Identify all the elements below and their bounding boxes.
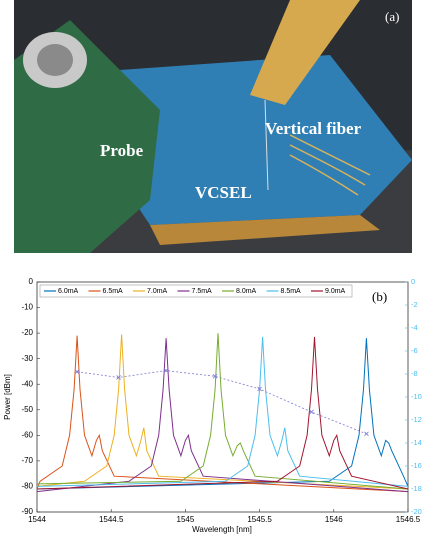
chart-label: (b) (372, 289, 387, 304)
y-tick-label: -80 (21, 482, 33, 491)
probe-connector-inner (37, 44, 73, 76)
annotation: VCSEL (195, 183, 252, 202)
point-marker (364, 431, 369, 437)
y2-tick-label: -16 (411, 461, 422, 470)
legend-label: 6.0mA (58, 288, 79, 295)
x-tick-label: 1545 (177, 515, 195, 524)
traces (289, 134, 371, 196)
x-tick-label: 1544.5 (99, 515, 124, 524)
y2-tick-label: -10 (411, 392, 422, 401)
y-tick-label: -40 (21, 379, 33, 388)
legend-label: 8.0mA (236, 288, 257, 295)
fiber (264, 99, 269, 191)
y-tick-label: -70 (21, 456, 33, 465)
chip-edge (150, 215, 380, 245)
y-axis-label: Power [dBm] (3, 374, 12, 420)
fiber-holder (250, 0, 360, 105)
x-tick-label: 1546.5 (396, 515, 421, 524)
legend-label: 7.5mA (192, 288, 213, 295)
series-line (36, 336, 409, 490)
y-tick-label: -20 (21, 328, 33, 337)
point-marker (116, 375, 121, 380)
point-marker (257, 386, 262, 392)
y2-tick-label: -2 (411, 300, 418, 309)
y2-tick-label: 0 (411, 277, 415, 286)
y2-tick-label: -8 (411, 369, 418, 378)
y-tick-label: 0 (29, 277, 34, 286)
chip (100, 55, 412, 225)
series-line (36, 336, 409, 487)
legend-label: 6.5mA (103, 288, 124, 295)
photo: (a) Probe Vertical fiber VCSEL (14, 0, 412, 253)
plot-area (36, 281, 409, 513)
photo-label: (a) (385, 9, 399, 24)
x-tick-label: 1546 (325, 515, 343, 524)
legend-box (39, 284, 353, 298)
point-marker (212, 374, 218, 379)
y-tick-label: -50 (21, 405, 33, 414)
series-line (36, 335, 409, 493)
legend-label: 8.5mA (281, 288, 302, 295)
y2-tick-label: -6 (411, 346, 418, 355)
series-line (36, 338, 409, 493)
series-line (36, 334, 409, 490)
legend-label: 7.0mA (147, 288, 168, 295)
point-marker (309, 409, 314, 415)
point-marker (163, 368, 169, 373)
annotation: Probe (100, 141, 144, 160)
series-line (36, 333, 409, 490)
legend-label: 9.0mA (325, 288, 346, 295)
x-tick-label: 1545.5 (247, 515, 272, 524)
y-tick-label: -30 (21, 354, 33, 363)
annotation: Vertical fiber (265, 119, 362, 138)
y2-tick-label: -20 (411, 507, 422, 516)
y-tick-label: -60 (21, 430, 33, 439)
y2-tick-label: -12 (411, 415, 422, 424)
y2-tick-label: -4 (411, 323, 418, 332)
y-tick-label: -10 (21, 303, 33, 312)
y2-tick-label: -14 (411, 438, 422, 447)
x-axis-label: Wavelength [nm] (192, 525, 252, 534)
x-tick-label: 1544 (28, 515, 46, 524)
y2-tick-label: -18 (411, 484, 422, 493)
series-line (36, 338, 409, 490)
point-marker (74, 369, 80, 374)
y-tick-label: -90 (21, 507, 33, 516)
